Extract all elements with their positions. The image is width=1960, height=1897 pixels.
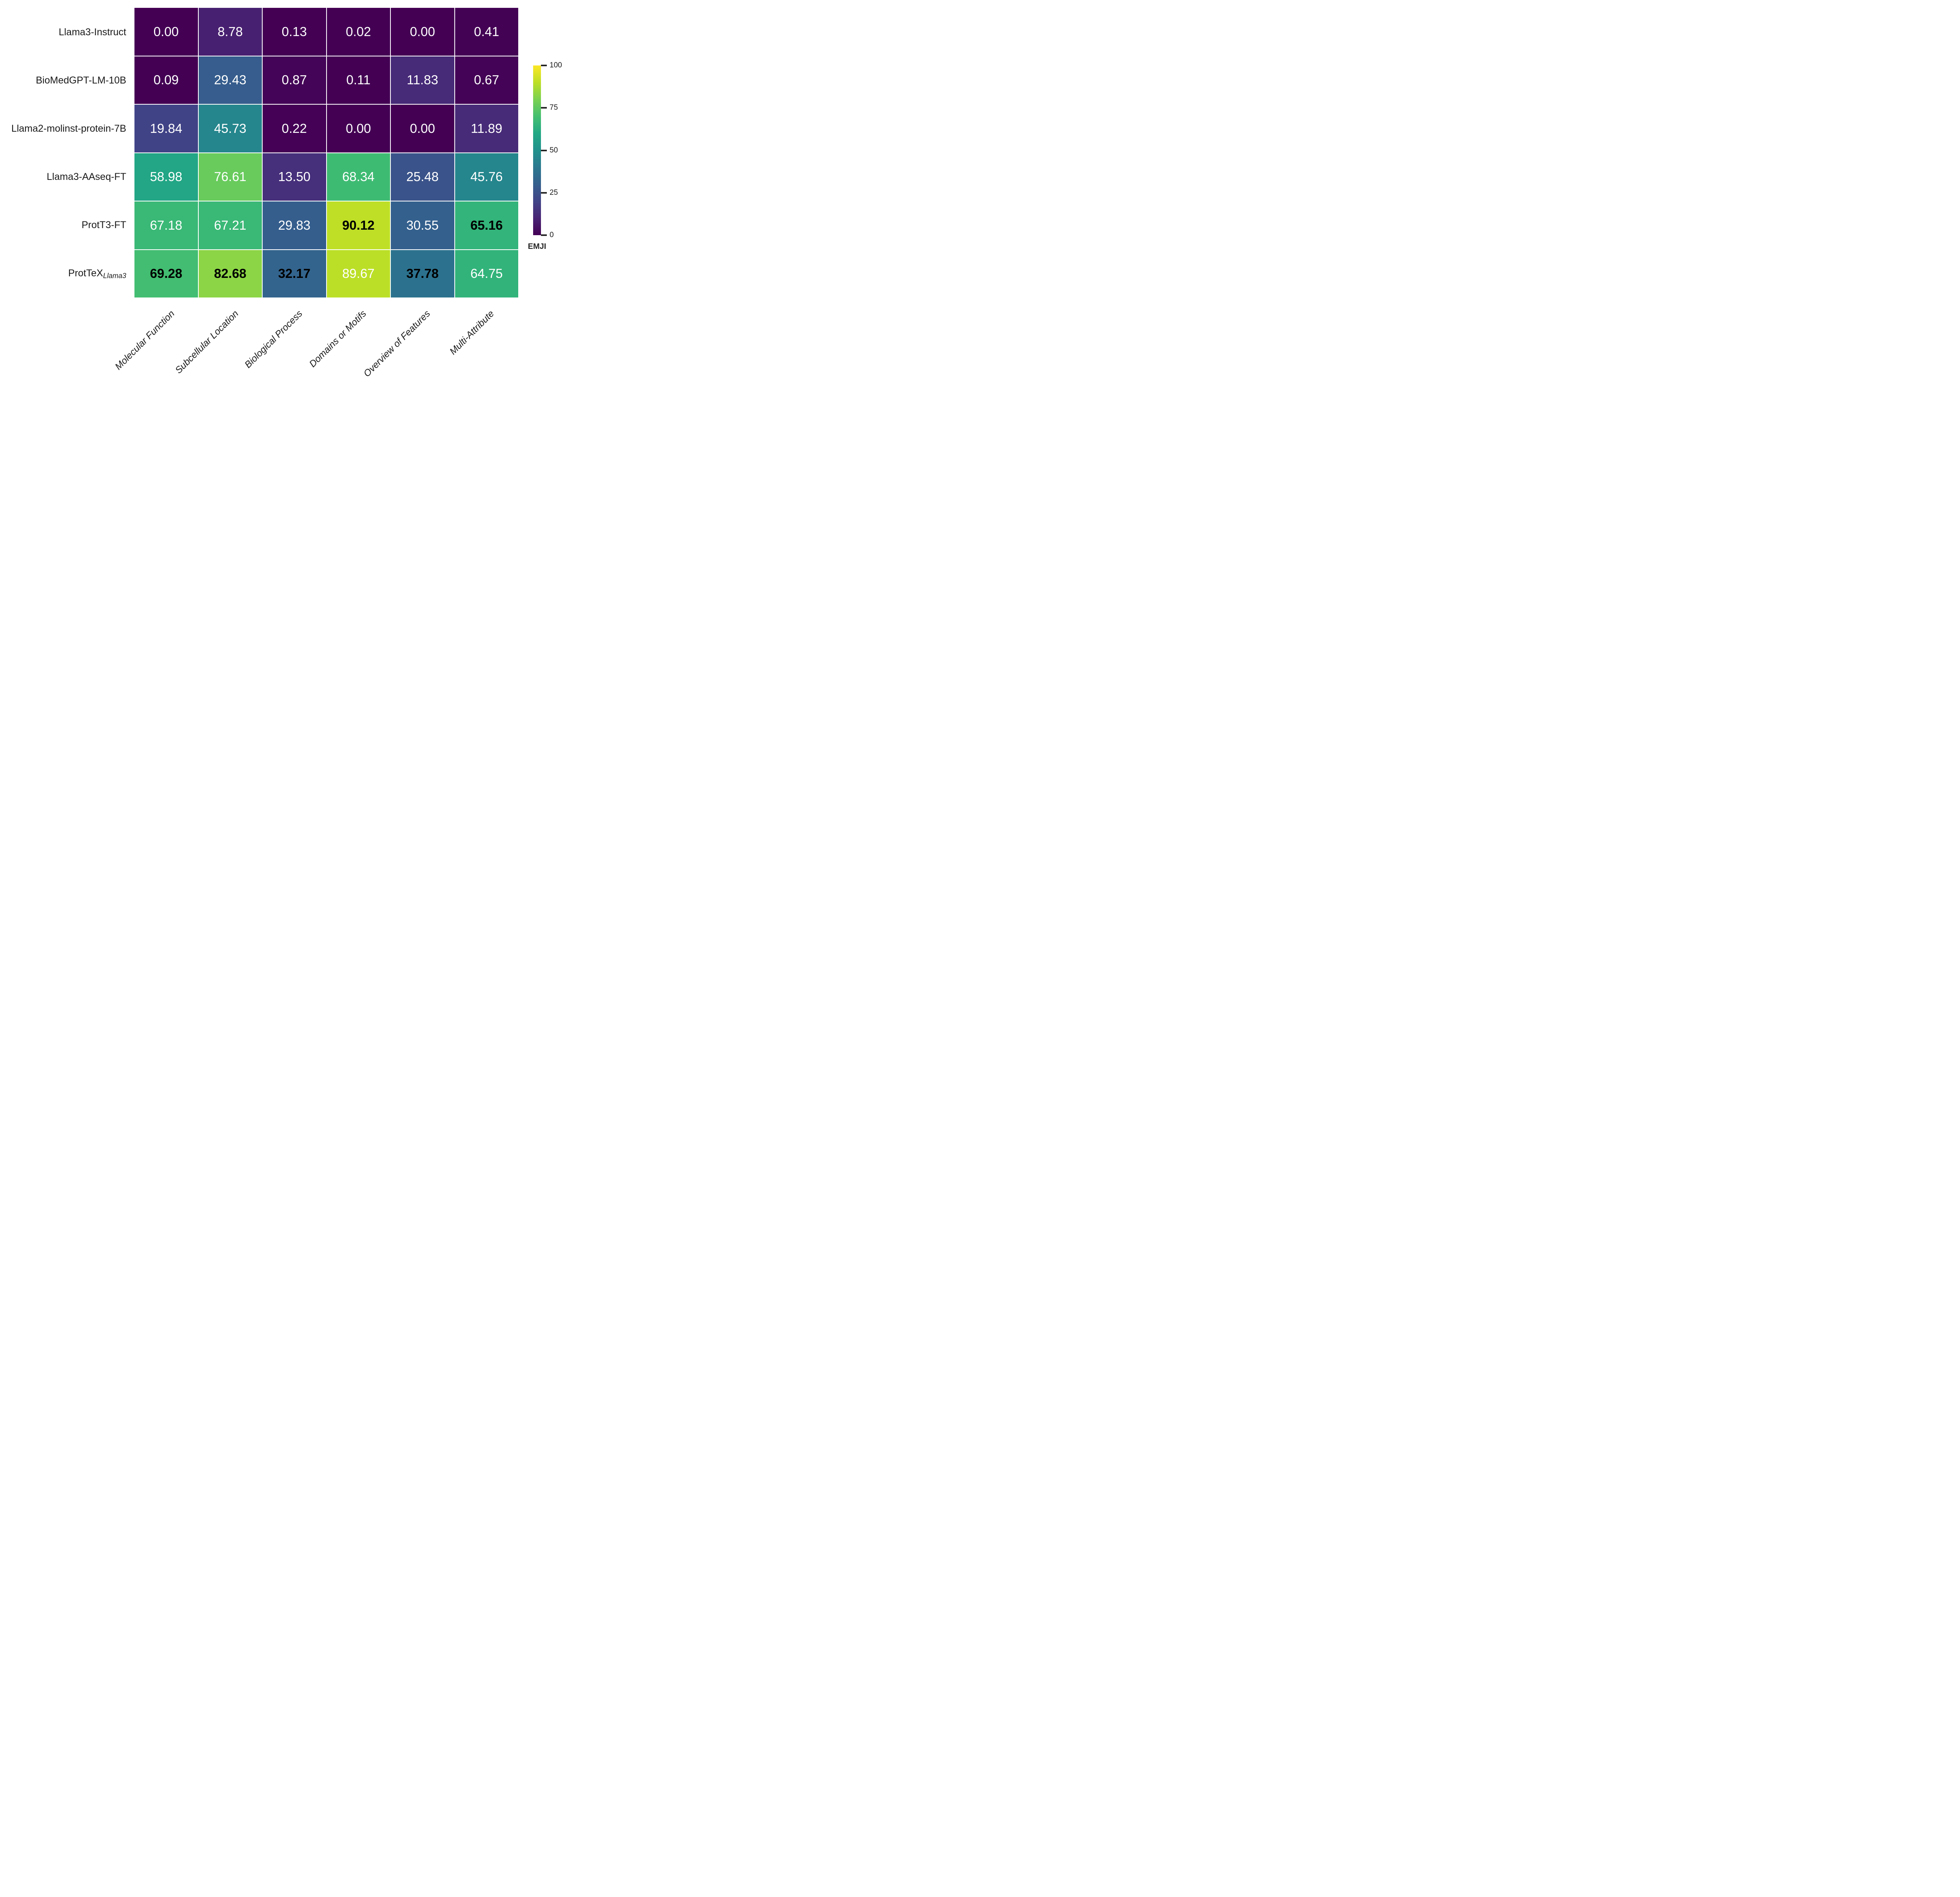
heatmap-cell: 0.09	[134, 56, 198, 104]
colorbar-tick-mark	[541, 107, 547, 109]
cell-value: 11.83	[407, 73, 438, 87]
cell-value: 29.43	[214, 73, 247, 87]
heatmap-cell: 37.78	[391, 250, 454, 297]
column-label: Multi-Attribute	[448, 308, 497, 357]
heatmap-cell: 19.84	[134, 105, 198, 152]
cell-value: 67.21	[214, 218, 247, 232]
cell-value: 32.17	[278, 266, 311, 281]
cell-value: 11.89	[471, 121, 503, 136]
colorbar-gradient	[533, 65, 541, 235]
heatmap-cell: 0.22	[263, 105, 326, 152]
heatmap-cell: 0.00	[134, 8, 198, 56]
heatmap-cell: 0.00	[391, 8, 454, 56]
heatmap-figure: 0.00 8.78 0.13 0.02 0.00 0.41 0.09 29.43 0.87 0.1…	[0, 0, 577, 379]
cell-value: 82.68	[214, 266, 247, 281]
cell-value: 25.48	[406, 169, 439, 184]
heatmap-cell: 45.73	[198, 105, 262, 152]
cell-value: 0.67	[474, 73, 499, 87]
heatmap-cell: 8.78	[198, 8, 262, 56]
column-label: Biological Process	[242, 308, 305, 370]
cell-value: 29.83	[278, 218, 311, 232]
column-label: Molecular Function	[113, 308, 177, 372]
heatmap-cell: 30.55	[391, 201, 454, 249]
heatmap-cell: 0.13	[263, 8, 326, 56]
heatmap-cell: 67.21	[198, 201, 262, 249]
column-label: Overview of Features	[361, 308, 433, 379]
heatmap-cell: 45.76	[455, 153, 518, 201]
colorbar-tick-mark	[541, 192, 547, 194]
row-label: Llama3-AAseq-FT	[47, 171, 126, 183]
heatmap-grid: 0.00 8.78 0.13 0.02 0.00 0.41 0.09 29.43 0.87 0.1…	[134, 8, 518, 297]
cell-value: 89.67	[342, 266, 375, 281]
heatmap-cell: 58.98	[134, 153, 198, 201]
heatmap-cell: 0.00	[327, 105, 390, 152]
heatmap-cell: 65.16	[455, 201, 518, 249]
colorbar-tick-label: 25	[550, 188, 558, 197]
cell-value: 90.12	[342, 218, 375, 232]
cell-value: 0.22	[281, 121, 307, 136]
colorbar-tick-label: 50	[550, 146, 558, 154]
row-label: ProtTeXLlama3	[68, 268, 126, 280]
cell-value: 67.18	[150, 218, 183, 232]
heatmap-cell: 76.61	[198, 153, 262, 201]
heatmap-cell: 68.34	[327, 153, 390, 201]
cell-value: 0.00	[346, 121, 371, 136]
heatmap-cell: 32.17	[263, 250, 326, 297]
row-label: Llama3-Instruct	[58, 26, 126, 38]
heatmap-cell: 82.68	[198, 250, 262, 297]
heatmap-cell: 90.12	[327, 201, 390, 249]
cell-value: 30.55	[406, 218, 439, 232]
colorbar-tick-mark	[541, 234, 547, 236]
heatmap-cell: 0.00	[391, 105, 454, 152]
cell-value: 13.50	[278, 169, 311, 184]
cell-value: 8.78	[218, 24, 243, 39]
heatmap-cell: 29.43	[198, 56, 262, 104]
heatmap-cell: 0.02	[327, 8, 390, 56]
row-label: ProtT3-FT	[82, 219, 126, 231]
column-label: Subcellular Location	[173, 308, 241, 376]
cell-value: 37.78	[406, 266, 439, 281]
colorbar-tick-label: 100	[550, 61, 562, 69]
cell-value: 0.00	[153, 24, 179, 39]
heatmap-cell: 13.50	[263, 153, 326, 201]
heatmap-cell: 29.83	[263, 201, 326, 249]
cell-value: 76.61	[214, 169, 247, 184]
cell-value: 0.11	[346, 73, 371, 87]
heatmap-cell: 89.67	[327, 250, 390, 297]
colorbar-tick-mark	[541, 149, 547, 151]
heatmap-cell: 67.18	[134, 201, 198, 249]
cell-value: 0.00	[410, 24, 435, 39]
cell-value: 0.13	[281, 24, 307, 39]
heatmap-cell: 11.83	[391, 56, 454, 104]
cell-value: 45.73	[214, 121, 247, 136]
row-label: BioMedGPT-LM-10B	[36, 74, 126, 86]
cell-value: 0.09	[153, 73, 179, 87]
heatmap-cell: 11.89	[455, 105, 518, 152]
cell-value: 69.28	[150, 266, 183, 281]
row-label: Llama2-molinst-protein-7B	[11, 123, 126, 134]
colorbar-tick-label: 75	[550, 103, 558, 112]
cell-value: 45.76	[470, 169, 503, 184]
cell-value: 0.41	[474, 24, 499, 39]
cell-value: 0.00	[410, 121, 435, 136]
cell-value: 64.75	[470, 266, 503, 281]
heatmap-cell: 64.75	[455, 250, 518, 297]
cell-value: 68.34	[342, 169, 375, 184]
column-label: Domains or Motifs	[307, 308, 368, 370]
heatmap-cell: 0.11	[327, 56, 390, 104]
cell-value: 19.84	[150, 121, 183, 136]
heatmap-cell: 0.67	[455, 56, 518, 104]
colorbar-tick-mark	[541, 65, 547, 66]
heatmap-cell: 0.87	[263, 56, 326, 104]
row-label-subscript: Llama3	[103, 272, 126, 280]
cell-value: 0.02	[346, 24, 371, 39]
colorbar-title: EMJI	[528, 242, 546, 251]
heatmap-cell: 25.48	[391, 153, 454, 201]
colorbar-tick-label: 0	[550, 231, 554, 239]
cell-value: 65.16	[470, 218, 503, 232]
cell-value: 0.87	[281, 73, 307, 87]
heatmap-cell: 0.41	[455, 8, 518, 56]
heatmap-cell: 69.28	[134, 250, 198, 297]
cell-value: 58.98	[150, 169, 183, 184]
